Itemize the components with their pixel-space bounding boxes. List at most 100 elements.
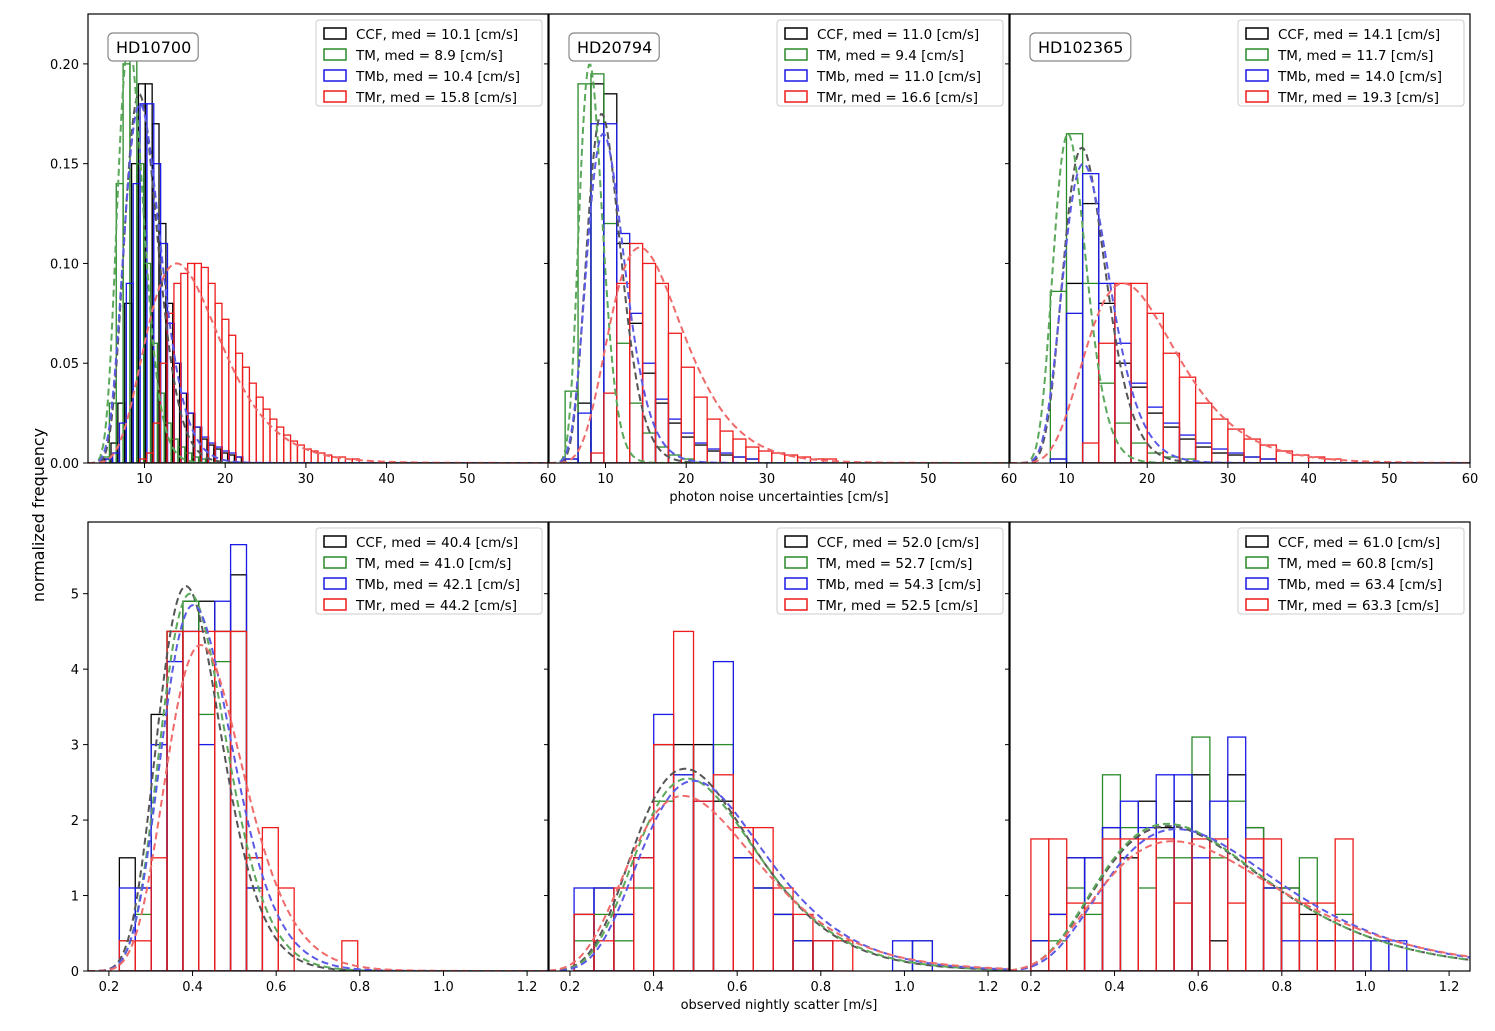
legend-swatch-CCF bbox=[784, 27, 808, 40]
histogram-bar-TM bbox=[613, 940, 635, 971]
histogram-bar-TMr bbox=[214, 302, 223, 463]
legend: CCF, med = 10.1 [cm/s] TM, med = 8.9 [cm/… bbox=[315, 19, 543, 107]
fit-curve-TMr bbox=[88, 643, 548, 971]
fit-curve-CCF bbox=[1010, 825, 1470, 971]
histogram-bar-TMr bbox=[1178, 376, 1197, 463]
histogram-bar-TMb bbox=[198, 743, 216, 971]
histogram-bar-TM bbox=[1137, 887, 1157, 971]
y-tick-label: 0 bbox=[71, 965, 79, 980]
histogram-bar-TMr bbox=[1334, 838, 1354, 971]
histogram-bar-TM bbox=[1098, 382, 1116, 463]
histogram-bar-TMr bbox=[692, 800, 715, 971]
histogram-bar-TMr bbox=[255, 396, 264, 463]
histogram-bar-TM bbox=[1083, 913, 1104, 971]
histogram-bar-CCF bbox=[812, 940, 834, 971]
legend-entry-TMb: TMb, med = 10.4 [cm/s] bbox=[355, 69, 520, 85]
histogram-bar-TMr bbox=[1066, 902, 1086, 971]
axes-frame bbox=[87, 521, 549, 972]
x-tick-label: 1.2 bbox=[978, 980, 999, 995]
histogram-bar-TMb bbox=[1194, 442, 1213, 463]
histogram-bar-CCF bbox=[198, 600, 216, 971]
histogram-bar-CCF bbox=[1316, 940, 1336, 971]
x-tick-label: 1.0 bbox=[433, 980, 454, 995]
y-tick-label: 3 bbox=[71, 739, 79, 754]
histogram-bar-CCF bbox=[1146, 412, 1164, 463]
legend: CCF, med = 11.0 [cm/s] TM, med = 9.4 [cm/… bbox=[776, 19, 1004, 107]
plot-area bbox=[1010, 736, 1470, 971]
histogram-bar-TMr bbox=[1030, 838, 1050, 971]
x-tick-label: 20 bbox=[1139, 472, 1156, 487]
histogram-bar-TMb bbox=[1155, 774, 1175, 971]
fit-curve-TM bbox=[1010, 822, 1470, 971]
panel-top-right: 10 20 30 40 50 60 HD102365 CCF, med = 14.1 [cm/… bbox=[1005, 13, 1478, 487]
legend-box bbox=[1237, 527, 1465, 615]
histogram-bar-TMb bbox=[772, 913, 794, 971]
axes-frame bbox=[548, 13, 1010, 464]
x-tick-label: 1.2 bbox=[1439, 980, 1460, 995]
histogram-bar-TMb bbox=[590, 123, 605, 463]
x-tick-label: 40 bbox=[1300, 472, 1317, 487]
histogram-bar-TMr bbox=[1083, 902, 1104, 971]
histogram-bar-CCF bbox=[1227, 774, 1247, 971]
histogram-bar-CCF bbox=[577, 402, 592, 463]
histogram-bar-TMr bbox=[1227, 428, 1245, 463]
star-label-box bbox=[568, 32, 660, 62]
y-tick-label: 0.00 bbox=[50, 457, 79, 472]
panels-group: 10 20 30 40 50 600.000.050.100.150.20HD10700C… bbox=[50, 13, 1478, 1013]
histogram-bar-TMb bbox=[1211, 448, 1229, 463]
histogram-bar-TMr bbox=[732, 438, 747, 463]
histogram-bar-TMr bbox=[653, 743, 675, 971]
fit-curve-TM bbox=[549, 777, 1009, 971]
fit-curve-CCF bbox=[88, 585, 548, 971]
histogram-bar-TMr bbox=[235, 352, 244, 463]
histogram-bar-TMr bbox=[248, 382, 257, 463]
histogram-bar-TM bbox=[182, 600, 200, 971]
histogram-bar-TMb bbox=[1209, 800, 1229, 971]
x-tick-label: 20 bbox=[678, 472, 695, 487]
histogram-bar-TMr bbox=[262, 408, 271, 463]
legend-swatch-TMr bbox=[784, 90, 808, 103]
panel-top-left: 10 20 30 40 50 60 0.00 0.05 0.10 0.15 0.20 HD10700 C… bbox=[50, 13, 556, 487]
histogram-bar-TMr bbox=[1209, 838, 1229, 971]
y-tick-label: 1 bbox=[71, 890, 79, 905]
axes-frame bbox=[87, 13, 549, 464]
x-tick-label: 60 bbox=[1001, 472, 1018, 487]
histogram-bar-CCF bbox=[1191, 774, 1211, 971]
fit-curve-TMb bbox=[1010, 828, 1470, 971]
legend-swatch-TMb bbox=[323, 577, 347, 590]
x-tick-label: 0.8 bbox=[1271, 980, 1292, 995]
legend-swatch-TM bbox=[1245, 556, 1269, 569]
histogram-bar-TMb bbox=[182, 630, 200, 971]
histogram-bar-CCF bbox=[633, 857, 655, 971]
x-tick-label: 0.8 bbox=[810, 980, 831, 995]
histogram-bar-TMb bbox=[1101, 826, 1122, 971]
histogram-bar-TMb bbox=[1191, 857, 1211, 971]
histogram-bar-TMb bbox=[1114, 342, 1132, 463]
histogram-bar-TMr bbox=[654, 282, 670, 463]
histogram-bar-CCF bbox=[792, 940, 814, 971]
histogram-bar-TMb bbox=[245, 887, 264, 971]
legend-swatch-TM bbox=[784, 48, 808, 61]
fit-curve-CCF bbox=[1010, 146, 1470, 463]
legend-swatch-TMb bbox=[784, 577, 808, 590]
histogram-bar-TM bbox=[245, 887, 264, 971]
histogram-bar-TMb bbox=[1173, 774, 1193, 971]
legend-entry-CCF: CCF, med = 61.0 [cm/s] bbox=[1278, 535, 1440, 551]
legend-entry-TMb: TMb, med = 54.3 [cm/s] bbox=[816, 577, 981, 593]
histogram-bar-TMr bbox=[1245, 838, 1265, 971]
legend-entry-CCF: CCF, med = 14.1 [cm/s] bbox=[1278, 27, 1440, 43]
y-tick-label: 4 bbox=[71, 663, 79, 678]
panel-bottom-left: 0.2 0.4 0.6 0.8 1.0 1.2 0 1 2 3 4 5 CCF, med = 40.4 … bbox=[71, 521, 549, 995]
fit-curve-TMb bbox=[549, 779, 1009, 971]
x-tick-label: 1.0 bbox=[894, 980, 915, 995]
histogram-bar-TMb bbox=[1370, 940, 1390, 971]
axes-frame bbox=[548, 521, 1010, 972]
histogram-bar-TMr bbox=[667, 332, 683, 463]
histogram-bar-TMr bbox=[228, 334, 237, 463]
legend-swatch-TM bbox=[1245, 48, 1269, 61]
legend-entry-TMr: TMr, med = 52.5 [cm/s] bbox=[816, 598, 978, 614]
histogram-TMb bbox=[1030, 736, 1408, 971]
legend-entry-TMr: TMr, med = 63.3 [cm/s] bbox=[1277, 598, 1439, 614]
histogram-bar-TM bbox=[812, 940, 834, 971]
